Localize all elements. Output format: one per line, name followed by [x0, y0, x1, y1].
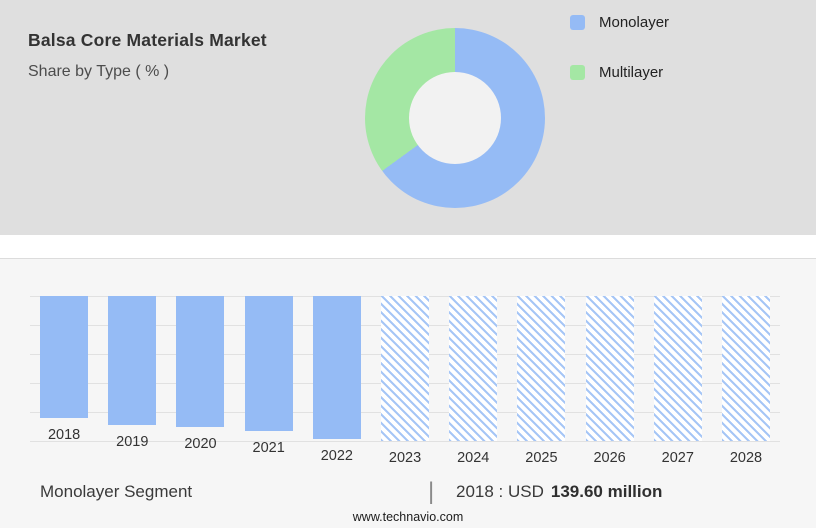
bar-2028 [721, 296, 770, 441]
donut-hole [409, 72, 501, 164]
x-axis-label-2018: 2018 [47, 427, 81, 443]
segment-label: Monolayer Segment [40, 482, 193, 501]
bars-row: 2018 2019 2020 2021 2022 2023 2024 2025 2026 2027… [30, 296, 780, 466]
bar-2019 [108, 296, 157, 425]
bar-slot: 2026 [576, 296, 644, 466]
bar-slot: 2020 [166, 296, 234, 452]
page-title: Balsa Core Materials Market [28, 30, 267, 50]
bar-area [30, 296, 98, 418]
bar-slot: 2027 [644, 296, 712, 466]
bar-2021 [244, 296, 293, 431]
bar-slot: 2025 [507, 296, 575, 466]
bar-area [303, 296, 371, 439]
x-axis-label-2028: 2028 [729, 450, 763, 466]
bar-2025 [517, 296, 566, 441]
market-value-bold: 139.60 million [550, 482, 663, 501]
website-text: www.technavio.com [352, 510, 464, 524]
legend-item-multilayer: Multilayer [570, 64, 669, 81]
bar-slot: 2023 [371, 296, 439, 466]
x-axis-label-2019: 2019 [116, 434, 149, 450]
bar-2022 [312, 296, 361, 439]
bar-area [166, 296, 234, 427]
page-subtitle: Share by Type ( % ) [28, 63, 170, 80]
x-axis-label-2025: 2025 [525, 450, 558, 466]
bar-slot: 2021 [235, 296, 303, 456]
bar-2026 [585, 296, 634, 441]
x-axis-label-2027: 2027 [661, 450, 694, 466]
monolayer-swatch-icon [570, 15, 585, 30]
donut-chart [365, 28, 545, 208]
legend-label-monolayer: Monolayer [599, 14, 670, 31]
bar-slot: 2024 [439, 296, 507, 466]
market-value: 2018 : USD 139.60 million [456, 482, 662, 502]
bar-2018 [40, 296, 89, 418]
chart-legend: Monolayer Multilayer [570, 14, 669, 114]
bar-chart-panel: 2018 2019 2020 2021 2022 2023 2024 2025 2026 2027… [0, 235, 816, 528]
market-value-prefix: 2018 : USD [456, 482, 544, 501]
x-axis-label-2026: 2026 [593, 450, 626, 466]
bar-area [507, 296, 575, 441]
x-axis-label-2021: 2021 [252, 440, 285, 456]
bar-2020 [176, 296, 225, 427]
x-axis-label-2020: 2020 [184, 436, 217, 452]
bar-chart: 2018 2019 2020 2021 2022 2023 2024 2025 2026 2027… [30, 296, 780, 466]
bar-area [576, 296, 644, 441]
caption-row: Monolayer Segment | 2018 : USD 139.60 mil… [0, 478, 816, 507]
bar-area [98, 296, 166, 425]
bar-slot: 2022 [303, 296, 371, 464]
bar-2023 [381, 296, 430, 441]
bar-chart-section: 2018 2019 2020 2021 2022 2023 2024 2025 2026 2027… [0, 258, 816, 528]
title-block: Balsa Core Materials Market Share by Typ… [28, 30, 267, 81]
legend-item-monolayer: Monolayer [570, 14, 669, 31]
multilayer-swatch-icon [570, 65, 585, 80]
x-axis-label-2023: 2023 [388, 450, 422, 466]
bar-slot: 2018 [30, 296, 98, 443]
bar-2024 [449, 296, 498, 441]
bar-slot: 2028 [712, 296, 780, 466]
legend-label-multilayer: Multilayer [599, 64, 664, 81]
bar-2027 [653, 296, 702, 441]
x-axis-label-2022: 2022 [320, 448, 353, 464]
gridline [30, 441, 780, 442]
header-panel: Balsa Core Materials Market Share by Typ… [0, 0, 816, 235]
bar-area [439, 296, 507, 441]
bar-area [712, 296, 780, 441]
x-axis-label-2024: 2024 [457, 450, 490, 466]
bar-area [371, 296, 439, 441]
bar-area [235, 296, 303, 431]
bar-area [644, 296, 712, 441]
bar-slot: 2019 [98, 296, 166, 450]
caption-separator: | [428, 478, 435, 505]
